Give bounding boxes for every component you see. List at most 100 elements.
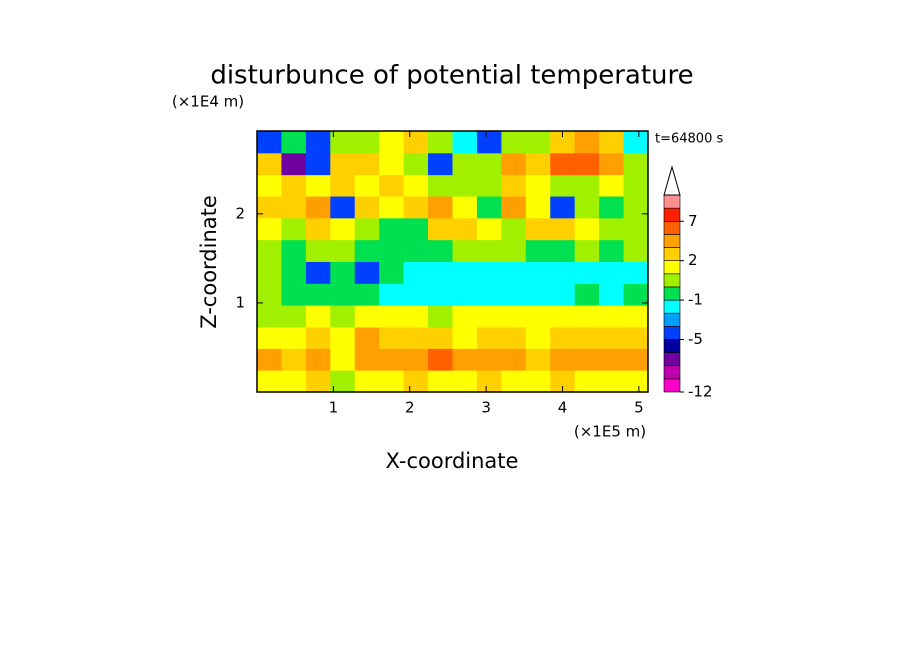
field-cell	[403, 217, 429, 241]
field-cell	[281, 217, 307, 241]
field-cell	[501, 348, 527, 371]
field-cell	[525, 217, 551, 241]
field-cell	[354, 326, 380, 349]
field-cell	[550, 305, 576, 328]
field-cell	[574, 283, 600, 306]
field-cell	[330, 239, 356, 262]
x-tick-label: 2	[405, 399, 415, 417]
field-cell	[403, 370, 429, 393]
field-cell	[599, 326, 625, 349]
chart-title: disturbunce of potential temperature	[210, 61, 693, 91]
field-cell	[452, 152, 478, 176]
field-cell	[379, 305, 405, 328]
field-cell	[281, 196, 307, 219]
field-cell	[403, 326, 429, 349]
field-cell	[574, 370, 600, 393]
field-cell	[623, 283, 649, 306]
field-cell	[452, 326, 478, 349]
field-cell	[550, 239, 576, 262]
field-cell	[281, 239, 307, 262]
field-cell	[525, 174, 551, 197]
colorbar-bin	[663, 312, 681, 327]
field-cell	[403, 174, 429, 197]
field-cell	[330, 217, 356, 241]
field-cell	[599, 370, 625, 393]
field-cell	[550, 152, 576, 176]
field-cell	[257, 305, 282, 328]
field-cell	[354, 370, 380, 393]
field-cell	[305, 305, 331, 328]
field-cell	[574, 239, 600, 262]
field-cell	[305, 326, 331, 349]
field-cell	[452, 305, 478, 328]
field-cell	[599, 261, 625, 284]
field-cell	[305, 174, 331, 197]
field-cell	[354, 196, 380, 219]
field-cell	[599, 152, 625, 176]
field-cell	[623, 131, 649, 154]
colorbar-bin	[663, 299, 681, 314]
field-cell	[354, 239, 380, 262]
colorbar-label: 7	[688, 212, 698, 230]
field-cell	[623, 305, 649, 328]
field-cell	[501, 326, 527, 349]
field-cell	[379, 152, 405, 176]
colorbar-bin	[663, 194, 681, 209]
field-cell	[550, 283, 576, 306]
field-cell	[501, 239, 527, 262]
x-axis-label: X-coordinate	[386, 449, 519, 473]
field-cell	[476, 239, 502, 262]
field-cell	[428, 239, 453, 262]
field-cell	[525, 196, 551, 219]
colorbar-label: -12	[688, 383, 713, 401]
field-cell	[379, 174, 405, 197]
field-cell	[623, 196, 649, 219]
field-cell	[452, 131, 478, 154]
field-cell	[257, 174, 282, 197]
field-cell	[599, 239, 625, 262]
field-cell	[281, 370, 307, 393]
x-tick-label: 1	[329, 399, 339, 417]
colorbar-bin	[663, 273, 681, 288]
field-cell	[452, 283, 478, 306]
field-cell	[525, 348, 551, 371]
field-cell	[623, 217, 649, 241]
field-cell	[330, 326, 356, 349]
field-cell	[257, 217, 282, 241]
field-cell	[599, 131, 625, 154]
field-cell	[599, 305, 625, 328]
field-cell	[501, 174, 527, 197]
field-cell	[525, 370, 551, 393]
y-tick-label: 2	[235, 204, 245, 222]
field-cell	[550, 326, 576, 349]
field-cell	[354, 131, 380, 154]
field-cell	[428, 326, 453, 349]
colorbar-bin	[663, 326, 681, 340]
field-cell	[379, 217, 405, 241]
colorbar-bin	[663, 286, 681, 301]
field-cell	[354, 217, 380, 241]
field-cell	[501, 305, 527, 328]
field-cell	[574, 196, 600, 219]
field-cell	[330, 283, 356, 306]
field-cell	[452, 261, 478, 284]
field-cell	[525, 283, 551, 306]
field-cell	[599, 283, 625, 306]
x-tick-label: 3	[481, 399, 491, 417]
colorbar-bin	[663, 220, 681, 235]
field-cell	[281, 174, 307, 197]
field-cell	[574, 217, 600, 241]
field-cell	[305, 348, 331, 371]
field-cell	[623, 348, 649, 371]
field-cell	[599, 196, 625, 219]
field-cell	[403, 283, 429, 306]
field-cell	[501, 283, 527, 306]
field-cell	[550, 348, 576, 371]
field-cell	[452, 174, 478, 197]
field-cell	[574, 305, 600, 328]
field-cell	[281, 283, 307, 306]
field-cell	[476, 196, 502, 219]
field-cell	[550, 217, 576, 241]
